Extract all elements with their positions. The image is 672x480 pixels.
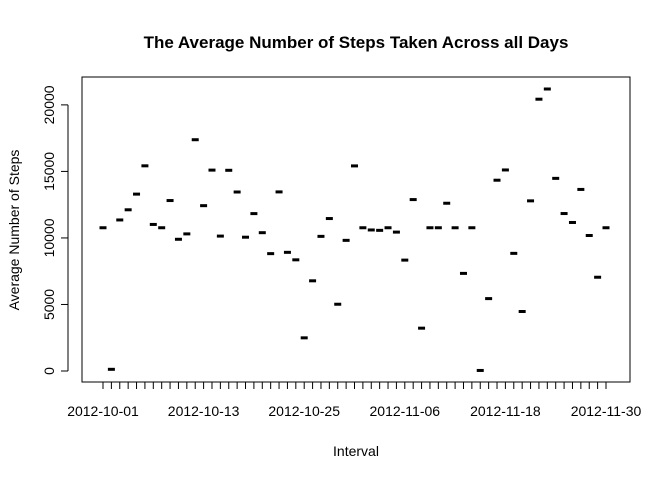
plot-area-frame — [81, 76, 631, 383]
y-tick-label: 0 — [41, 367, 57, 375]
x-tick-label: 2012-11-30 — [571, 403, 642, 419]
x-tick-label: 2012-11-18 — [470, 403, 541, 419]
chart-title: The Average Number of Steps Taken Across… — [144, 33, 569, 52]
y-tick-label: 5000 — [41, 289, 57, 320]
y-tick-label: 10000 — [41, 218, 57, 257]
x-axis: 2012-10-01 2012-10-13 2012-10-25 2012-11-06… — [67, 381, 642, 419]
x-tick-label: 2012-10-01 — [67, 403, 139, 419]
y-axis-label: Average Number of Steps — [6, 150, 22, 311]
data-points — [99, 87, 610, 372]
x-tick-label: 2012-11-06 — [370, 403, 441, 419]
y-tick-label: 15000 — [41, 152, 57, 191]
x-tick-label: 2012-10-13 — [168, 403, 240, 419]
x-tick-label: 2012-10-25 — [268, 403, 340, 419]
y-axis: 0 5000 10000 15000 20000 — [41, 85, 69, 375]
x-axis-label: Interval — [333, 443, 379, 459]
y-tick-label: 20000 — [41, 85, 57, 124]
